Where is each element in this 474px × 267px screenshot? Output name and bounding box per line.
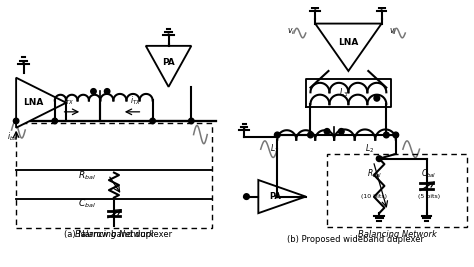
Text: $L_3$: $L_3$ bbox=[339, 87, 348, 99]
Text: $i_{TX}$: $i_{TX}$ bbox=[63, 95, 74, 107]
Polygon shape bbox=[16, 78, 66, 128]
Circle shape bbox=[91, 89, 96, 94]
Text: (b) Proposed wideband duplexer: (b) Proposed wideband duplexer bbox=[287, 235, 424, 244]
Text: $i_{bal}$: $i_{bal}$ bbox=[7, 130, 19, 143]
Polygon shape bbox=[315, 23, 382, 71]
Text: $C_{bal}$: $C_{bal}$ bbox=[421, 167, 437, 180]
Polygon shape bbox=[146, 46, 191, 87]
Text: $L_2$: $L_2$ bbox=[365, 143, 374, 155]
Text: LNA: LNA bbox=[23, 98, 44, 107]
Circle shape bbox=[383, 132, 389, 138]
Text: Balancing Network: Balancing Network bbox=[357, 230, 437, 239]
Circle shape bbox=[308, 132, 313, 138]
Circle shape bbox=[150, 118, 155, 124]
Circle shape bbox=[381, 10, 382, 11]
Text: $i_{TX}$: $i_{TX}$ bbox=[130, 95, 141, 107]
Text: $v_i$: $v_i$ bbox=[287, 26, 295, 37]
Circle shape bbox=[23, 62, 24, 64]
Text: $v_i$: $v_i$ bbox=[389, 26, 397, 37]
Circle shape bbox=[315, 10, 316, 11]
Text: PA: PA bbox=[269, 192, 281, 201]
Circle shape bbox=[13, 118, 19, 124]
Text: (a) Narrow band duplexer: (a) Narrow band duplexer bbox=[64, 230, 173, 239]
Polygon shape bbox=[258, 180, 306, 213]
Text: Balancing Network: Balancing Network bbox=[74, 230, 154, 239]
Circle shape bbox=[374, 95, 380, 101]
Circle shape bbox=[244, 128, 245, 129]
Text: $L_1$: $L_1$ bbox=[270, 143, 280, 155]
Text: (5 bits): (5 bits) bbox=[418, 194, 440, 199]
Text: LNA: LNA bbox=[338, 38, 358, 47]
Text: $R_{bal}$: $R_{bal}$ bbox=[367, 167, 382, 180]
Circle shape bbox=[376, 156, 382, 162]
Circle shape bbox=[324, 129, 330, 134]
Text: PA: PA bbox=[162, 58, 175, 67]
Text: $C_{bal}$: $C_{bal}$ bbox=[78, 198, 96, 210]
Circle shape bbox=[338, 129, 344, 134]
Circle shape bbox=[104, 89, 110, 94]
Circle shape bbox=[393, 132, 399, 138]
Text: $R_{bal}$: $R_{bal}$ bbox=[78, 169, 96, 182]
Text: (10 bits): (10 bits) bbox=[362, 194, 387, 199]
Circle shape bbox=[52, 118, 57, 124]
Circle shape bbox=[189, 118, 194, 124]
Circle shape bbox=[244, 194, 249, 199]
Circle shape bbox=[274, 132, 280, 138]
Circle shape bbox=[168, 34, 169, 35]
